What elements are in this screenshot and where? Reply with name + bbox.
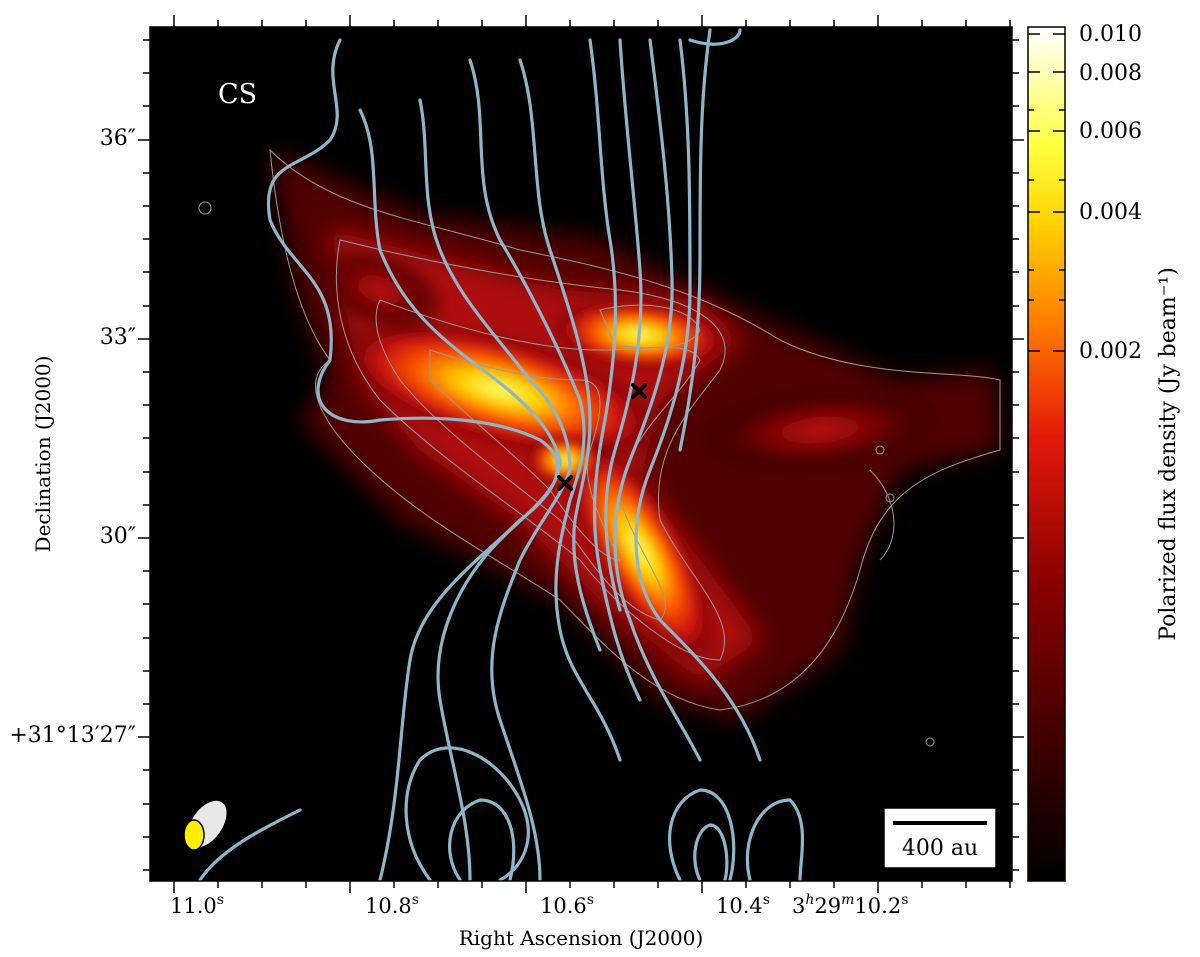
axis-ticks — [138, 15, 1024, 893]
colorbar-tick-label: 0.004 — [1079, 200, 1142, 225]
panel-label: CS — [218, 79, 257, 110]
cs-contours — [198, 28, 805, 881]
y-tick-label: 30″ — [100, 524, 136, 549]
colorbar-tick-label: 0.002 — [1079, 339, 1142, 364]
x-tick-label: 10.4s — [716, 892, 770, 918]
colorbar-tick-label: 0.006 — [1079, 119, 1142, 144]
colorbar-ticks — [1028, 33, 1065, 352]
y-tick-label: 36″ — [100, 126, 136, 151]
scale-bar-label: 400 au — [902, 836, 978, 861]
scale-bar-box — [883, 807, 997, 869]
x-tick-labels: 11.0s 10.8s 10.6s 10.4s 3h29m10.2s — [170, 892, 908, 918]
protostar-marker-a — [557, 475, 573, 491]
colorbar — [1027, 26, 1066, 882]
plot-frame — [149, 26, 1013, 882]
polarized-emission-map: 400 au CS — [183, 28, 1001, 881]
x-tick-label: 3h29m10.2s — [792, 892, 908, 918]
beam-polarization — [183, 819, 205, 851]
x-tick-label: 11.0s — [170, 892, 224, 918]
y-tick-label: +31°13′27″ — [9, 723, 136, 748]
x-axis-label: Right Ascension (J2000) — [459, 926, 704, 950]
y-axis-label: Declination (J2000) — [31, 356, 55, 553]
x-tick-label: 10.8s — [365, 892, 419, 918]
x-tick-label: 10.6s — [540, 892, 594, 918]
colorbar-tick-labels: 0.010 0.008 0.006 0.004 0.002 — [1079, 22, 1142, 364]
y-tick-label: 33″ — [100, 325, 136, 350]
colorbar-label: Polarized flux density (Jy beam⁻¹) — [1156, 267, 1181, 641]
protostar-marker-b — [631, 383, 647, 399]
colorbar-tick-label: 0.010 — [1079, 22, 1142, 47]
y-tick-labels: 36″ 33″ 30″ +31°13′27″ — [9, 126, 136, 748]
colorbar-tick-label: 0.008 — [1079, 61, 1142, 86]
